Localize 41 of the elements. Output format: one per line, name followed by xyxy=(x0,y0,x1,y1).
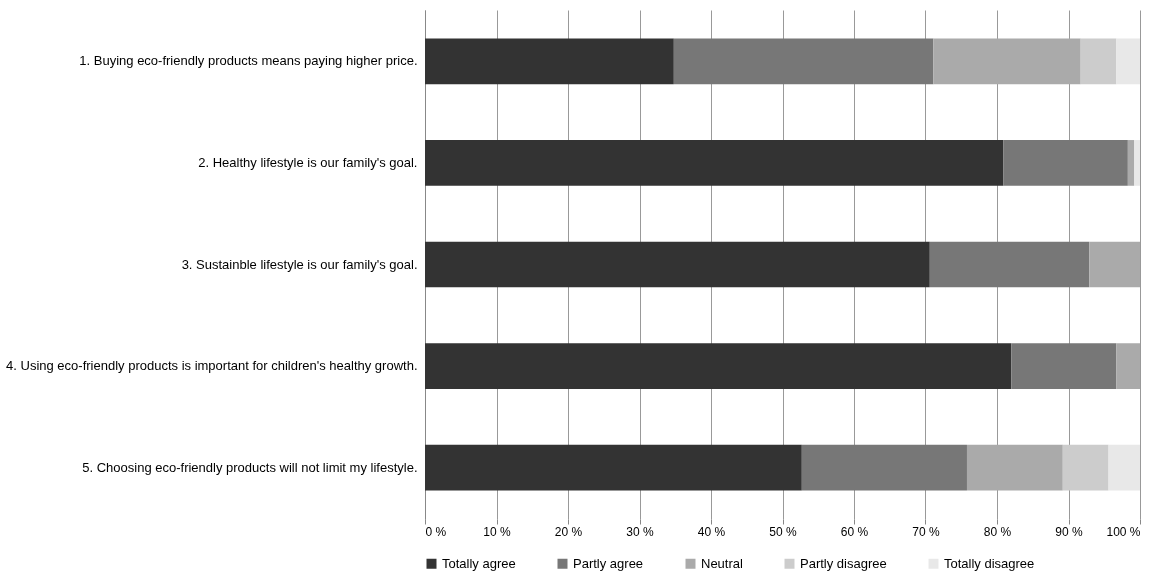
x-tick-label: 30 % xyxy=(626,524,654,539)
bar xyxy=(425,343,1012,389)
x-tick-label: 50 % xyxy=(769,524,797,539)
bar xyxy=(1134,140,1140,186)
bar xyxy=(1127,140,1135,186)
bar xyxy=(1062,444,1109,491)
x-tick-label: 90 % xyxy=(1055,524,1083,539)
legend-label: Neutral xyxy=(701,555,744,571)
legend-label: Partly disagree xyxy=(800,555,887,571)
bar xyxy=(1003,140,1128,186)
bar xyxy=(425,444,802,491)
legend-label: Partly agree xyxy=(573,555,644,571)
bar xyxy=(673,38,934,85)
x-tick-label: 70 % xyxy=(912,524,940,539)
bar xyxy=(1116,343,1140,389)
legend-label: Totally disagree xyxy=(944,555,1035,571)
bar xyxy=(425,38,674,85)
bar xyxy=(801,444,967,491)
bar xyxy=(1108,444,1140,491)
y-tick-label: 3. Sustainble lifestyle is our family's goal. xyxy=(181,256,418,272)
x-tick-label: 80 % xyxy=(983,524,1012,539)
y-tick-label: 2. Healthy lifestyle is our family's goal. xyxy=(198,154,418,170)
legend-label: Totally agree xyxy=(442,555,516,571)
bar xyxy=(933,38,1081,85)
bar xyxy=(425,241,930,288)
x-tick-label: 100 % xyxy=(1106,524,1141,539)
bar xyxy=(929,241,1090,288)
y-tick-label: 4. Using eco-friendly products is important for children's healthy growth. xyxy=(6,358,418,374)
x-tick-label: 60 % xyxy=(840,524,869,539)
bar xyxy=(1080,38,1117,85)
y-tick-label: 5. Choosing eco-friendly products will not limit my lifestyle. xyxy=(82,459,418,475)
bar xyxy=(1089,241,1140,288)
bar xyxy=(1011,343,1117,389)
x-tick-label: 10 % xyxy=(483,524,511,539)
x-tick-label: 0 % xyxy=(425,524,447,539)
bar xyxy=(1116,38,1140,85)
bar xyxy=(966,444,1063,491)
bar xyxy=(425,140,1004,186)
x-tick-label: 20 % xyxy=(554,524,583,539)
x-tick-label: 40 % xyxy=(697,524,726,539)
y-tick-label: 1. Buying eco-friendly products means paying higher price. xyxy=(79,53,418,69)
